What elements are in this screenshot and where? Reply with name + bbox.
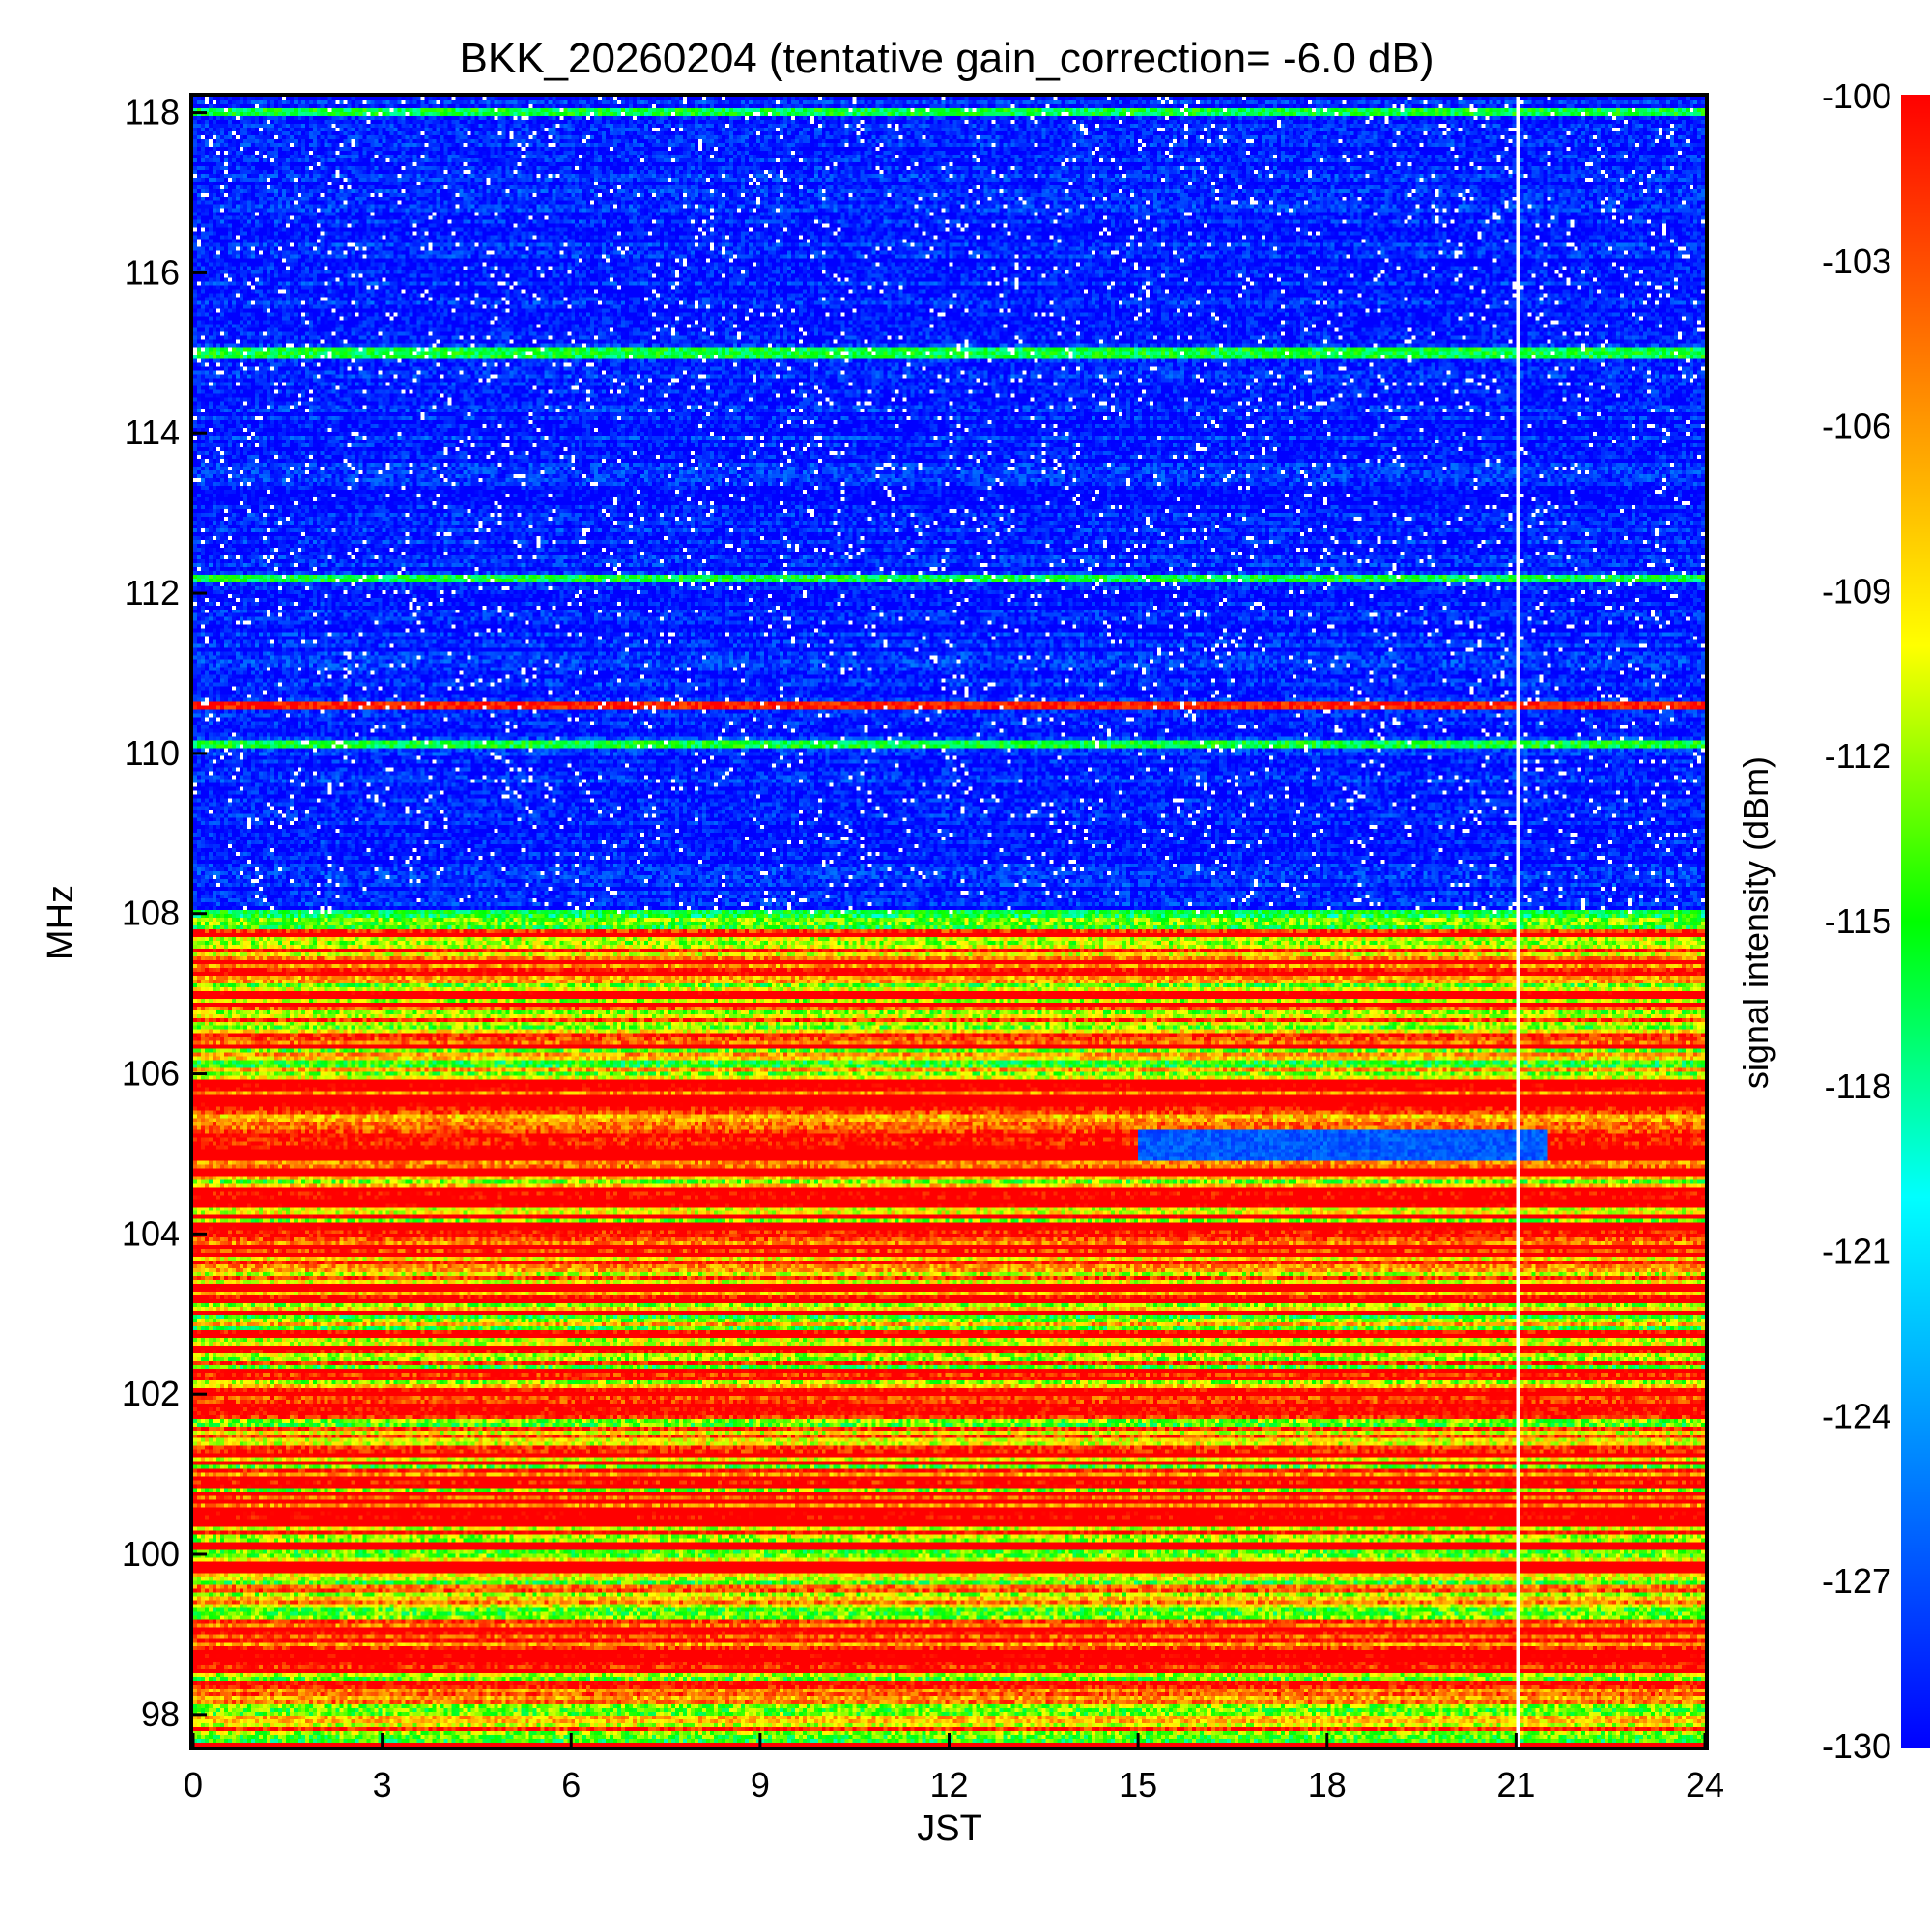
colorbar-tick-label: -127 [1822,1561,1891,1601]
x-tick-label: 12 [929,1765,968,1804]
colorbar-ticks: -100 -103 -106 -109 -112 -115 -118 -121 -124 -127… [1822,76,1891,1766]
colorbar-tick-label: -118 [1825,1066,1891,1106]
y-axis-label: MHz [41,885,81,960]
colorbar-tick-label: -109 [1822,571,1891,611]
colorbar [1901,95,1930,1748]
chart-title: BKK_20260204 (tentative gain_correction=… [460,35,1435,82]
heatmap-area [193,97,1705,1747]
colorbar-tick-label: -100 [1822,76,1891,116]
y-tick-label: 102 [122,1374,180,1413]
x-tick-label: 21 [1496,1765,1535,1804]
x-axis-label: JST [917,1808,982,1849]
x-tick-label: 3 [373,1765,392,1804]
y-tick-label: 108 [122,894,180,933]
y-tick-label: 114 [125,412,180,452]
x-tick-label: 6 [561,1765,581,1804]
x-tick-label: 24 [1686,1765,1724,1804]
colorbar-tick-label: -115 [1825,901,1891,941]
x-axis-ticks: 0 3 6 9 12 15 18 21 24 [184,1733,1724,1804]
y-tick-label: 112 [125,573,180,612]
colorbar-tick-label: -121 [1822,1232,1891,1271]
heatmap-image [193,97,1705,1747]
y-tick-label: 98 [141,1694,180,1734]
x-tick-label: 9 [751,1765,770,1804]
colorbar-tick-label: -103 [1822,242,1891,281]
y-axis-ticks: 98 100 102 104 106 108 110 112 114 116 118 [122,93,207,1734]
colorbar-tick-label: -124 [1822,1396,1891,1435]
x-tick-label: 15 [1119,1765,1157,1804]
x-tick-label: 18 [1308,1765,1347,1804]
colorbar-tick-label: -112 [1825,736,1891,776]
colorbar-tick-label: -130 [1822,1726,1891,1766]
y-tick-label: 106 [122,1054,180,1094]
colorbar-label: signal intensity (dBm) [1736,756,1776,1089]
y-tick-label: 118 [125,93,180,132]
y-tick-label: 104 [122,1213,180,1253]
y-tick-label: 116 [125,252,180,292]
x-tick-label: 0 [184,1765,203,1804]
plot-frame [189,93,1709,1750]
y-tick-label: 110 [125,733,180,773]
y-tick-label: 100 [122,1534,180,1574]
colorbar-tick-label: -106 [1822,407,1891,446]
